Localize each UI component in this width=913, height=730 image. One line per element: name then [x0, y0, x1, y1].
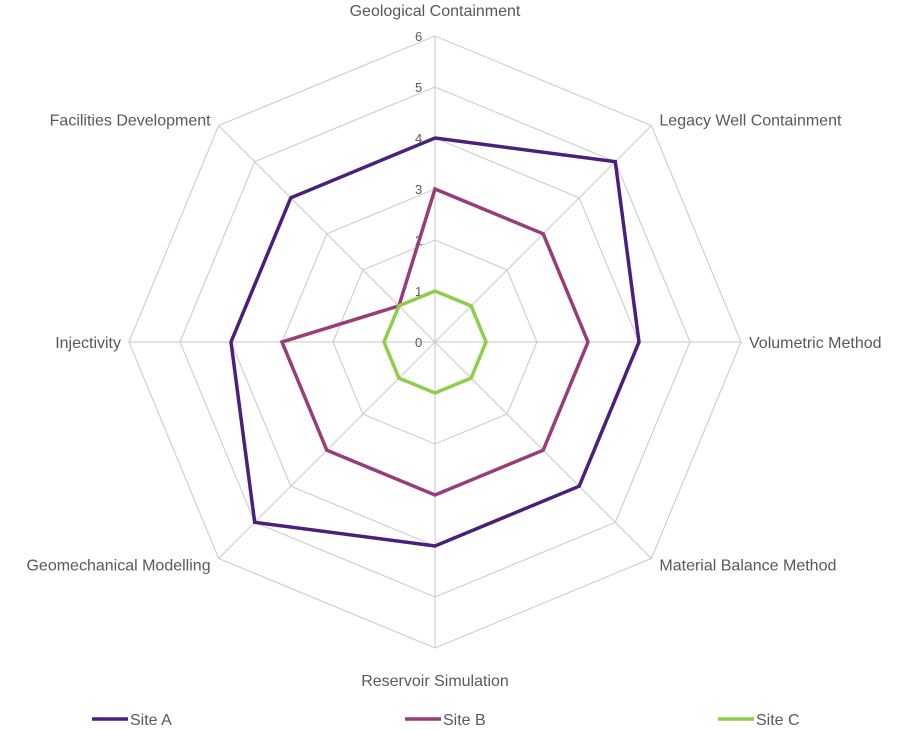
category-label: Facilities Development — [50, 113, 212, 130]
category-label: Injectivity — [55, 335, 121, 352]
spoke — [218, 125, 436, 343]
series-line-2 — [279, 186, 590, 497]
category-label: Geomechanical Modelling — [26, 557, 210, 574]
tick-label: 6 — [415, 29, 422, 44]
tick-label: 1 — [415, 284, 422, 299]
category-label: Volumetric Method — [749, 335, 882, 352]
legend-label: Site A — [130, 712, 172, 729]
legend-label: Site B — [443, 712, 486, 729]
category-label: Material Balance Method — [659, 557, 836, 574]
tick-label: 0 — [415, 335, 422, 350]
series-line-1 — [229, 136, 641, 548]
category-label: Geological Containment — [350, 3, 521, 20]
legend-label: Site C — [756, 712, 800, 729]
series-lines — [229, 136, 641, 548]
category-labels: Geological Containment Legacy Well Contai… — [26, 3, 881, 690]
series-line-3 — [382, 289, 488, 395]
spokes — [129, 36, 741, 648]
category-label: Legacy Well Containment — [659, 113, 842, 130]
tick-label: 4 — [415, 131, 422, 146]
tick-label: 5 — [415, 80, 422, 95]
category-label: Reservoir Simulation — [361, 673, 509, 690]
legend: Site A Site B Site C — [92, 712, 800, 729]
tick-label: 3 — [415, 182, 422, 197]
